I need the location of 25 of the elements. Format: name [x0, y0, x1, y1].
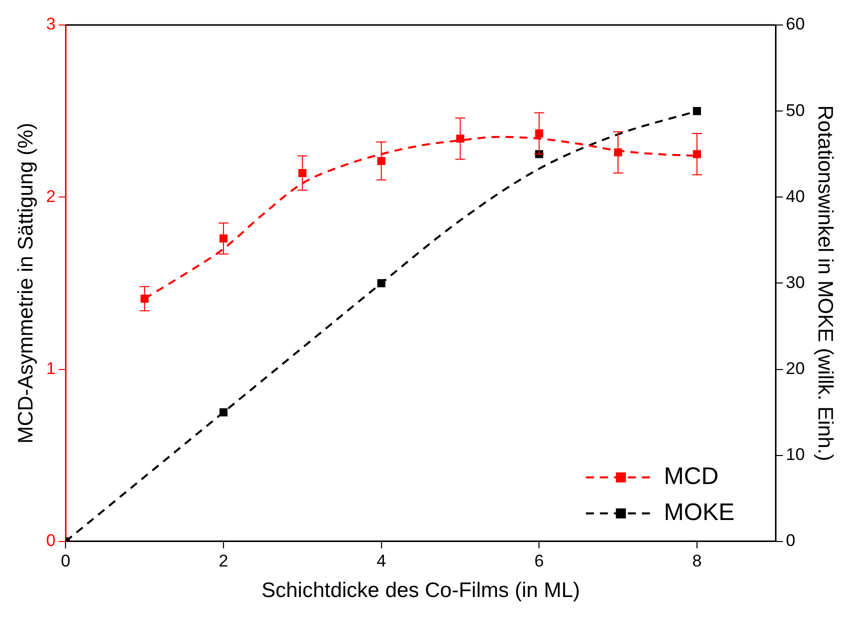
y2-tick-label: 10	[786, 445, 805, 464]
y2-tick-label: 20	[786, 358, 805, 378]
legend-label: MCD	[664, 463, 719, 490]
y-tick-label: 0	[46, 531, 56, 550]
x-tick-label: 6	[534, 551, 544, 570]
point	[219, 408, 228, 416]
y2-tick-label: 30	[786, 272, 805, 292]
y2-tick-label: 40	[786, 186, 805, 206]
y2-tick-label: 0	[786, 531, 796, 550]
y-tick-label: 1	[46, 358, 56, 378]
y-axis-title: MCD-Asymmetrie in Sättigung (%)	[14, 122, 38, 444]
y-tick-label: 2	[46, 186, 56, 206]
point	[456, 134, 464, 143]
y2-axis-title: Rotationswinkel in MOKE (willk. Einh.)	[814, 105, 837, 462]
x-tick-label: 2	[218, 551, 228, 570]
x-tick-label: 8	[692, 551, 702, 570]
y-tick-label: 3	[46, 14, 56, 34]
x-tick-label: 4	[376, 551, 386, 570]
legend-label: MOKE	[664, 499, 735, 526]
point	[692, 107, 702, 116]
point	[377, 279, 386, 288]
x-tick-label: 0	[60, 551, 70, 570]
y2-tick-label: 50	[786, 100, 805, 120]
y2-tick-label: 60	[786, 14, 805, 34]
x-axis-title: Schichtdicke des Co-Films (in ML)	[261, 579, 580, 602]
